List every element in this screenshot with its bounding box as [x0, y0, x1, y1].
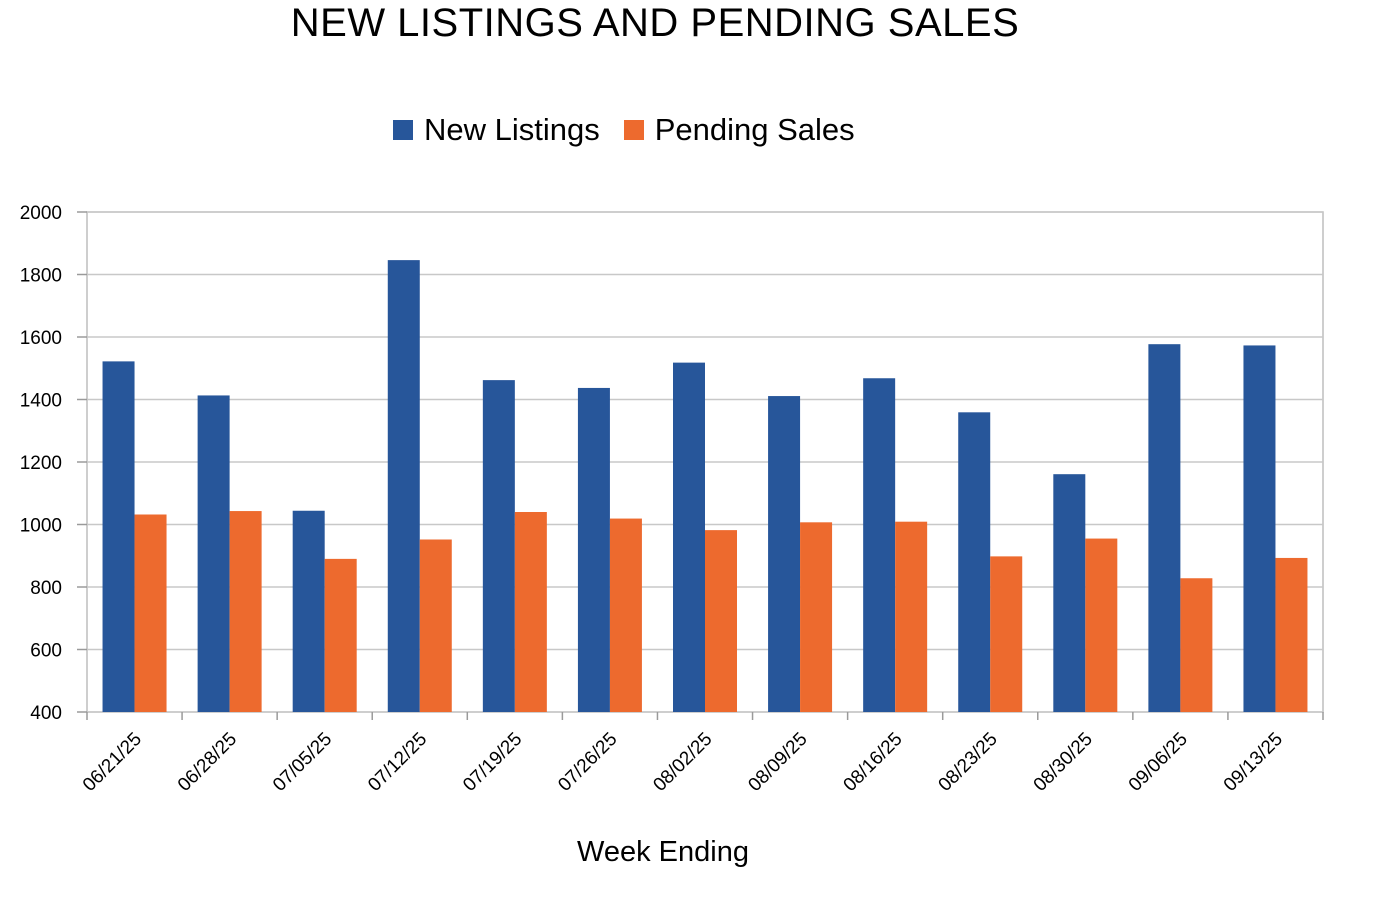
bar-new-listings — [102, 361, 135, 712]
y-tick-label: 2000 — [20, 203, 62, 224]
y-tick-label: 400 — [30, 703, 62, 724]
legend-swatch-pending-sales — [623, 120, 644, 140]
bar-new-listings — [482, 380, 515, 712]
bar-pending-sales — [705, 530, 737, 712]
y-tick-label: 600 — [30, 641, 62, 662]
bar-pending-sales — [324, 558, 357, 712]
chart-title: NEW LISTINGS AND PENDING SALES — [290, 1, 1020, 45]
y-tick-label: 1000 — [20, 516, 62, 537]
y-tick-label: 1200 — [20, 453, 62, 474]
legend-label-pending-sales: Pending Sales — [654, 112, 855, 147]
x-tick-label: 09/06/25 — [1125, 729, 1192, 796]
legend-item-pending-sales: Pending Sales — [623, 112, 855, 148]
y-tick-label: 1800 — [20, 266, 62, 287]
x-tick-label: 06/21/25 — [79, 729, 146, 796]
y-tick-label: 1600 — [20, 328, 62, 349]
x-tick-label: 07/19/25 — [459, 729, 526, 796]
bar-pending-sales — [800, 522, 833, 712]
bar-new-listings — [1053, 474, 1086, 712]
bar-pending-sales — [1275, 557, 1308, 712]
x-tick-label: 07/26/25 — [554, 729, 621, 796]
bar-new-listings — [673, 362, 705, 712]
bar-new-listings — [863, 378, 896, 712]
legend: New Listings Pending Sales — [393, 110, 879, 150]
bar-new-listings — [292, 510, 325, 712]
bar-new-listings — [577, 387, 610, 712]
bar-new-listings — [387, 260, 420, 712]
legend-item-new-listings: New Listings — [393, 112, 600, 148]
bar-pending-sales — [1085, 538, 1118, 712]
bar-new-listings — [958, 412, 991, 712]
bar-new-listings — [197, 395, 230, 712]
y-tick-label: 800 — [30, 578, 62, 599]
bar-pending-sales — [1180, 578, 1213, 712]
y-tick-label: 1400 — [20, 391, 62, 412]
bar-new-listings — [768, 396, 801, 712]
bar-new-listings — [1148, 344, 1181, 712]
x-tick-label: 06/28/25 — [174, 729, 241, 796]
bar-pending-sales — [514, 512, 547, 712]
bar-pending-sales — [990, 556, 1023, 712]
bar-pending-sales — [609, 518, 642, 712]
x-tick-label: 08/02/25 — [649, 729, 716, 796]
x-tick-label: 08/30/25 — [1030, 729, 1097, 796]
bar-pending-sales — [419, 539, 452, 712]
x-tick-label: 09/13/25 — [1220, 729, 1287, 796]
legend-label-new-listings: New Listings — [424, 112, 600, 147]
x-tick-label: 08/23/25 — [935, 729, 1002, 796]
bar-pending-sales — [134, 514, 167, 712]
x-tick-label: 08/16/25 — [840, 729, 907, 796]
x-tick-label: 07/05/25 — [269, 729, 336, 796]
x-tick-label: 08/09/25 — [744, 729, 811, 796]
bar-pending-sales — [895, 521, 928, 712]
x-axis-title: Week Ending — [577, 836, 749, 868]
legend-swatch-new-listings — [393, 120, 413, 140]
bar-new-listings — [1243, 345, 1276, 712]
bar-pending-sales — [229, 511, 262, 712]
x-tick-label: 07/12/25 — [364, 729, 431, 796]
